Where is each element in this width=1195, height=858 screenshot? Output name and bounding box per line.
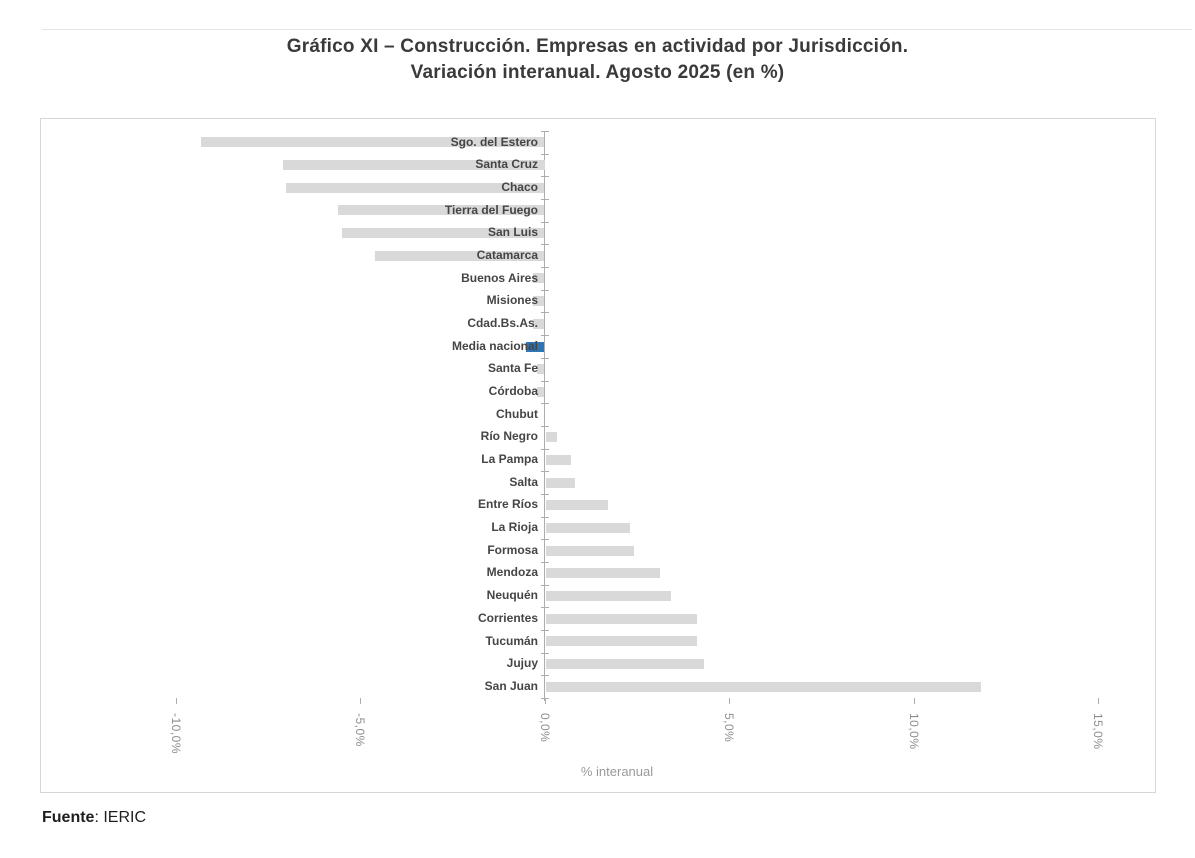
category-label-chaco: Chaco — [501, 179, 538, 194]
bar-mendoza — [545, 568, 660, 579]
category-tick — [541, 675, 549, 677]
category-tick — [541, 630, 549, 631]
category-label-tierra-del-fuego: Tierra del Fuego — [444, 202, 538, 217]
x-axis-tick — [544, 698, 546, 704]
category-tick — [541, 244, 549, 246]
bar-media-nacional — [526, 341, 545, 352]
bar-córdoba — [537, 386, 545, 397]
bar-la-rioja — [545, 522, 631, 533]
category-tick — [541, 539, 549, 541]
category-tick — [541, 153, 549, 155]
category-tick — [541, 516, 549, 518]
x-axis-tick-label: -5,0% — [353, 713, 367, 747]
bar-san-luis — [341, 228, 545, 239]
bar-sgo-del-estero — [201, 137, 545, 148]
category-tick — [541, 607, 549, 609]
category-label-río-negro: Río Negro — [480, 429, 538, 444]
bar-chaco — [286, 182, 545, 193]
bar-san-juan — [545, 681, 981, 692]
category-label-neuquén: Neuquén — [486, 588, 538, 603]
category-label-san-juan: San Juan — [484, 678, 538, 693]
category-label-media-nacional: Media nacional — [451, 338, 538, 353]
x-axis-tick — [729, 698, 730, 704]
category-label-santa-cruz: Santa Cruz — [475, 157, 538, 172]
bar-neuquén — [545, 590, 671, 601]
category-label-córdoba: Córdoba — [488, 384, 538, 398]
category-label-entre-ríos: Entre Ríos — [477, 497, 538, 512]
category-label-tucumán: Tucumán — [485, 633, 538, 648]
category-label-la-pampa: La Pampa — [481, 452, 538, 466]
x-axis-tick — [913, 698, 915, 704]
bar-misiones — [533, 296, 545, 307]
page-top-rule — [42, 29, 1192, 30]
category-tick — [541, 221, 549, 223]
category-tick — [541, 335, 549, 337]
category-tick — [541, 425, 549, 427]
bar-formosa — [545, 545, 635, 556]
category-label-cdad-bs-as: Cdad.Bs.As. — [467, 315, 538, 330]
category-label-sgo-del-estero: Sgo. del Estero — [450, 134, 538, 149]
category-label-chubut: Chubut — [496, 406, 538, 421]
chart-frame: % interanual Sgo. del Estero Santa Cruz Ch… — [40, 118, 1156, 793]
source-note: Fuente: IERIC — [42, 809, 146, 827]
category-tick — [541, 561, 549, 563]
x-axis-title: % interanual — [580, 764, 654, 779]
category-tick — [541, 176, 549, 178]
x-axis-tick — [1098, 698, 1099, 704]
category-label-jujuy: Jujuy — [506, 656, 538, 671]
bar-tierra-del-fuego — [337, 205, 545, 216]
x-axis-tick-label: -10,0% — [168, 713, 183, 755]
x-axis-tick — [360, 698, 361, 704]
category-label-misiones: Misiones — [486, 293, 538, 308]
category-tick — [541, 267, 549, 269]
category-tick — [541, 652, 549, 654]
category-label-san-luis: San Luis — [487, 225, 538, 240]
bar-corrientes — [545, 613, 697, 624]
bar-santa-cruz — [282, 160, 545, 170]
category-tick — [541, 131, 549, 132]
x-axis-tick — [175, 698, 177, 704]
category-label-la-rioja: La Rioja — [491, 520, 538, 535]
chart-title-line2: Variación interanual. Agosto 2025 (en %) — [410, 62, 785, 83]
category-label-formosa: Formosa — [487, 542, 538, 557]
source-value: : IERIC — [94, 809, 147, 826]
bar-catamarca — [374, 250, 545, 261]
category-label-mendoza: Mendoza — [486, 565, 538, 580]
source-label: Fuente — [42, 809, 95, 826]
x-axis-tick-label: 15,0% — [1091, 713, 1105, 750]
category-tick — [541, 584, 549, 586]
bar-río-negro — [545, 432, 557, 443]
bar-santa-fe — [537, 364, 545, 375]
category-label-catamarca: Catamarca — [476, 247, 538, 262]
category-tick — [541, 357, 549, 359]
bar-la-pampa — [545, 454, 572, 465]
zero-axis-line — [544, 131, 545, 701]
chart-title: Gráfico XI – Construcción. Empresas en a… — [0, 34, 1195, 86]
bar-jujuy — [545, 659, 705, 669]
category-tick — [541, 471, 549, 473]
bar-salta — [545, 477, 575, 488]
category-label-corrientes: Corrientes — [477, 610, 538, 625]
bar-buenos-aires — [533, 273, 545, 284]
category-label-salta: Salta — [509, 474, 538, 489]
bar-entre-ríos — [545, 500, 609, 511]
x-axis-tick-label: 10,0% — [906, 713, 921, 750]
category-tick — [541, 199, 549, 200]
category-tick — [541, 448, 549, 450]
category-tick — [541, 403, 549, 405]
plot-area: % interanual Sgo. del Estero Santa Cruz Ch… — [41, 119, 1155, 792]
category-label-santa-fe: Santa Fe — [487, 361, 538, 376]
category-tick — [541, 493, 549, 495]
category-tick — [541, 380, 549, 382]
category-label-buenos-aires: Buenos Aires — [461, 270, 538, 285]
x-axis-tick-label: 0,0% — [537, 713, 552, 743]
category-tick — [541, 312, 549, 314]
bar-cdad-bs-as — [533, 318, 545, 329]
chart-title-line1: Gráfico XI – Construcción. Empresas en a… — [286, 36, 909, 57]
bar-tucumán — [545, 636, 697, 647]
x-axis-tick-label: 5,0% — [722, 713, 736, 743]
category-tick — [541, 289, 549, 291]
